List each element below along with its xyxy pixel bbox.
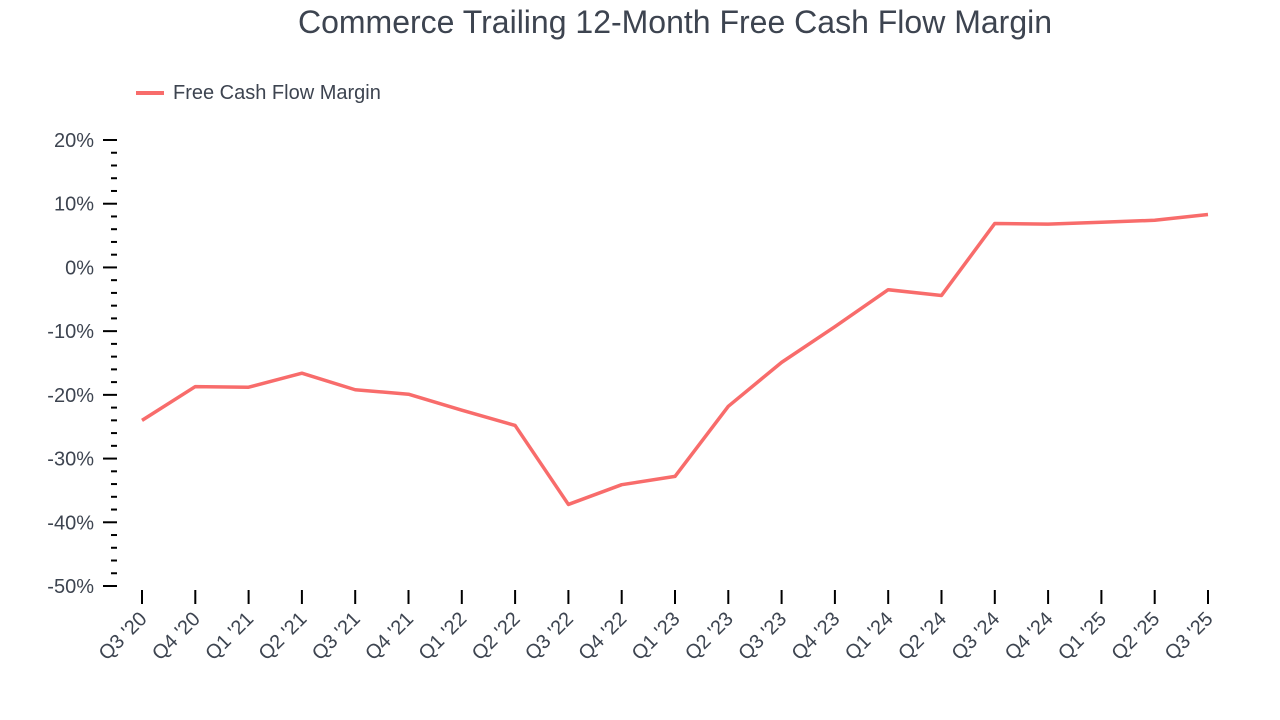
y-axis: 20% 10% 0% -10% -20% -30% -40% -50% [47,130,117,598]
x-tick-label: Q2 '24 [894,608,951,665]
series-line-free-cash-flow-margin [141,212,1209,507]
x-tick-label: Q1 '21 [201,608,258,665]
y-tick-label: -50% [47,576,94,598]
y-tick-label: -10% [47,321,94,343]
x-tick-label: Q2 '21 [255,608,312,665]
x-tick-label: Q4 '23 [788,608,845,665]
y-tick-label: 10% [54,194,94,216]
x-tick-label: Q1 '22 [415,608,472,665]
x-tick-label: Q3 '20 [95,608,152,665]
x-tick-label: Q2 '25 [1107,608,1164,665]
chart-title: Commerce Trailing 12-Month Free Cash Flo… [298,4,1052,40]
x-tick-label: Q3 '21 [308,608,365,665]
x-tick-label: Q4 '20 [148,608,205,665]
x-tick-label: Q4 '21 [361,608,418,665]
x-tick-label: Q4 '22 [574,608,631,665]
y-tick-label: -20% [47,385,94,407]
x-tick-label: Q1 '23 [628,608,685,665]
x-tick-label: Q3 '22 [521,608,578,665]
x-tick-label: Q1 '25 [1054,608,1111,665]
x-tick-label: Q2 '23 [681,608,738,665]
plot-area [141,212,1209,507]
x-tick-label: Q1 '24 [841,608,898,665]
x-tick-label: Q2 '22 [468,608,525,665]
y-tick-label: 0% [65,257,94,279]
x-tick-label: Q4 '24 [1001,608,1058,665]
legend-label: Free Cash Flow Margin [173,82,381,104]
y-tick-label: -40% [47,512,94,534]
legend: Free Cash Flow Margin [136,82,381,104]
x-tick-label: Q3 '23 [734,608,791,665]
y-tick-label: -30% [47,449,94,471]
x-tick-label: Q3 '24 [948,608,1005,665]
x-tick-label: Q3 '25 [1161,608,1218,665]
y-tick-label: 20% [54,130,94,152]
